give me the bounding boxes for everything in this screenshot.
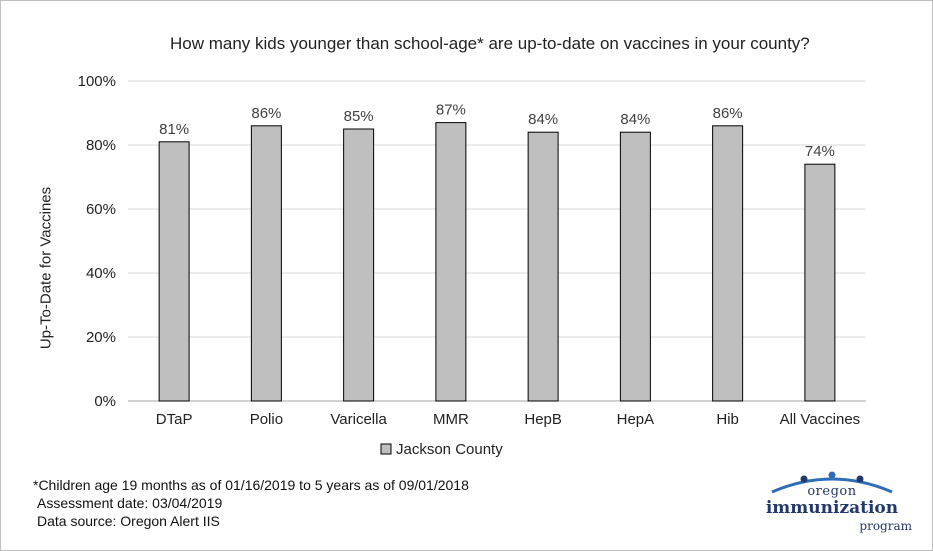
bar [619,131,651,402]
y-tick-label: 60% [86,201,116,218]
x-tick-label: DTaP [156,411,193,428]
data-label: 86% [251,105,281,122]
x-tick-label: HepB [524,411,562,428]
bar [250,125,282,402]
data-label: 81% [159,121,189,138]
y-tick-label: 80% [86,137,116,154]
x-tick-label: Polio [250,411,283,428]
bar [804,163,836,402]
data-label: 86% [713,105,743,122]
bar [712,125,744,402]
bar [343,128,375,402]
x-tick-label: HepA [617,411,655,428]
oregon-immunization-logo: oregon immunization program [752,470,912,536]
data-label: 84% [528,111,558,128]
chart-title: How many kids younger than school-age* a… [170,34,810,53]
x-tick-label: Hib [716,411,739,428]
y-tick-label: 0% [94,393,116,410]
footnote-assessment-date: Assessment date: 03/04/2019 [37,495,223,511]
data-label: 85% [344,108,374,125]
logo-text-program: program [859,519,912,533]
logo-figures-icon [771,471,893,494]
data-label: 87% [436,102,466,119]
bar [435,122,467,402]
data-label: 84% [620,111,650,128]
y-tick-label: 40% [86,265,116,282]
data-label: 74% [805,143,835,160]
x-tick-label: All Vaccines [780,411,861,428]
y-tick-label: 100% [78,73,116,90]
bar [527,131,559,402]
logo-text-oregon: oregon [807,484,857,499]
x-tick-label: MMR [433,411,469,428]
bar [158,141,190,402]
logo-text-immunization: immunization [765,498,899,518]
legend-swatch [380,443,392,455]
footnotes: *Children age 19 months as of 01/16/2019… [33,476,469,530]
footnote-data-source: Data source: Oregon Alert IIS [37,513,220,529]
footnote-age-range: *Children age 19 months as of 01/16/2019… [33,477,469,493]
x-tick-label: Varicella [330,411,387,428]
legend-label: Jackson County [396,441,503,458]
y-tick-label: 20% [86,329,116,346]
